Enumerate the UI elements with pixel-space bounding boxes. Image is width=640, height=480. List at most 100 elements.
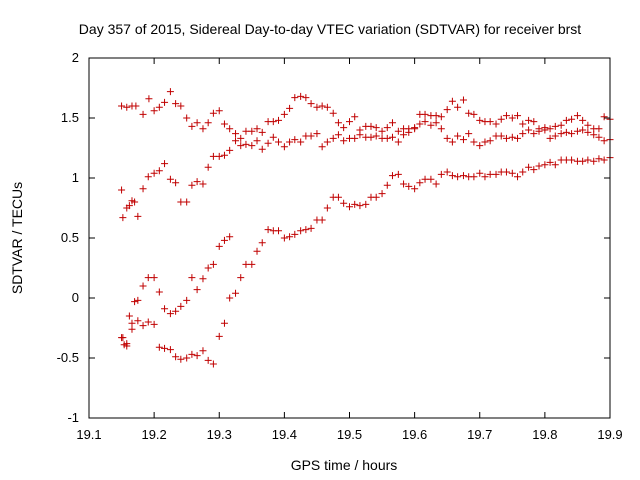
data-point-series-b [166, 175, 174, 183]
data-point-series-b [551, 132, 559, 140]
data-point-series-c [248, 260, 256, 268]
data-point-series-a [232, 130, 240, 138]
data-point-series-c [427, 175, 435, 183]
data-point-series-c [291, 230, 299, 238]
data-point-series-b [334, 131, 342, 139]
data-point-series-c [502, 168, 510, 176]
data-point-series-b [286, 138, 294, 146]
data-point-series-c [232, 289, 240, 297]
data-point-series-b [427, 121, 435, 129]
data-point-series-c [193, 286, 201, 294]
y-tick-label: 1.5 [61, 110, 79, 125]
data-point-series-b [193, 178, 201, 186]
data-point-series-b [546, 134, 554, 142]
data-point-series-c [590, 157, 598, 165]
data-point-series-b [579, 126, 587, 134]
data-point-series-d [172, 353, 180, 361]
data-point-series-c [139, 282, 147, 290]
data-point-series-d [119, 334, 127, 342]
data-point-series-b [443, 134, 451, 142]
data-point-series-b [459, 136, 467, 144]
data-point-series-c [177, 302, 185, 310]
data-point-series-c [508, 169, 516, 177]
data-point-series-a [204, 119, 212, 127]
data-point-series-c [204, 264, 212, 272]
data-point-series-b [307, 132, 315, 140]
data-point-series-b [514, 134, 522, 142]
data-point-series-a [132, 102, 140, 110]
data-point-series-a [383, 124, 391, 132]
data-point-series-a [530, 118, 538, 126]
data-point-series-a [139, 110, 147, 118]
data-point-series-a [291, 94, 299, 102]
x-tick-label: 19.5 [337, 427, 362, 442]
data-point-series-b [118, 186, 126, 194]
data-point-series-b [226, 146, 234, 154]
data-point-series-b [411, 124, 419, 132]
data-point-series-d [161, 344, 169, 352]
data-point-series-a [525, 116, 533, 124]
data-point-series-b [134, 212, 142, 220]
data-point-series-a [562, 116, 570, 124]
data-point-series-b [340, 137, 348, 145]
data-point-series-c [275, 227, 283, 235]
data-point-series-a [514, 112, 522, 120]
data-point-series-d [128, 319, 136, 327]
data-point-series-b [465, 130, 473, 138]
y-tick-label: -0.5 [57, 350, 79, 365]
data-point-series-c [486, 170, 494, 178]
data-point-series-b [155, 167, 163, 175]
data-point-series-b [329, 134, 337, 142]
data-point-series-d [134, 317, 142, 325]
x-tick-label: 19.1 [76, 427, 101, 442]
data-point-series-a [508, 114, 516, 122]
data-point-series-b [584, 128, 592, 136]
data-point-series-c [209, 260, 217, 268]
x-tick-label: 19.4 [272, 427, 297, 442]
data-point-series-c [134, 296, 142, 304]
data-point-series-a [497, 115, 505, 123]
data-point-series-d [209, 360, 217, 368]
data-point-series-b [421, 118, 429, 126]
data-point-series-c [199, 275, 207, 283]
data-point-series-b [131, 198, 139, 206]
y-tick-label: -1 [67, 410, 79, 425]
data-point-series-a [448, 97, 456, 105]
data-point-series-a [340, 124, 348, 132]
data-point-series-a [215, 107, 223, 115]
data-point-series-b [220, 151, 228, 159]
data-point-series-a [378, 127, 386, 135]
data-point-series-c [280, 234, 288, 242]
data-point-series-a [584, 121, 592, 129]
data-point-series-c [302, 226, 310, 234]
data-point-series-b [356, 131, 364, 139]
data-point-series-b [530, 130, 538, 138]
data-point-series-a [275, 116, 283, 124]
data-point-series-a [302, 94, 310, 102]
data-point-series-b [432, 119, 440, 127]
data-point-series-a [269, 118, 277, 126]
data-point-series-d [139, 322, 147, 330]
data-point-series-b [600, 137, 608, 145]
data-point-series-c [253, 247, 261, 255]
data-point-series-b [161, 160, 169, 168]
data-point-series-b [318, 143, 326, 151]
data-point-series-b [416, 120, 424, 128]
data-point-series-a [220, 120, 228, 128]
y-tick-label: 0.5 [61, 230, 79, 245]
data-point-series-c [400, 180, 408, 188]
data-point-series-a [329, 109, 337, 117]
data-point-series-c [362, 200, 370, 208]
x-tick-label: 19.2 [141, 427, 166, 442]
data-point-series-c [600, 156, 608, 164]
data-point-series-a [166, 88, 174, 96]
data-point-series-b [351, 134, 359, 142]
data-point-series-b [139, 185, 147, 193]
data-point-series-c [307, 224, 315, 232]
data-point-series-a [351, 113, 359, 121]
data-point-series-b [199, 180, 207, 188]
data-point-series-d [123, 342, 131, 350]
data-point-series-c [323, 204, 331, 212]
data-point-series-b [232, 137, 240, 145]
data-point-series-b [150, 169, 158, 177]
